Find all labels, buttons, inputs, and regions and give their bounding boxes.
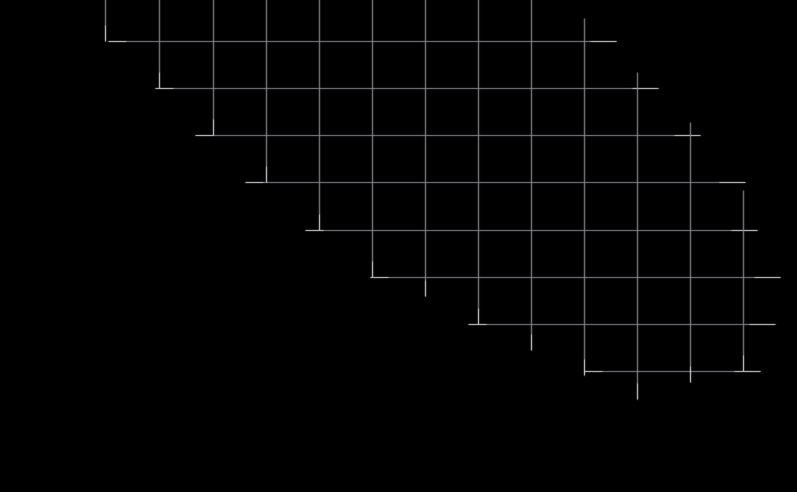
lattice-wireframe-canvas (0, 0, 797, 492)
grid-mesh-viewport (0, 0, 797, 492)
